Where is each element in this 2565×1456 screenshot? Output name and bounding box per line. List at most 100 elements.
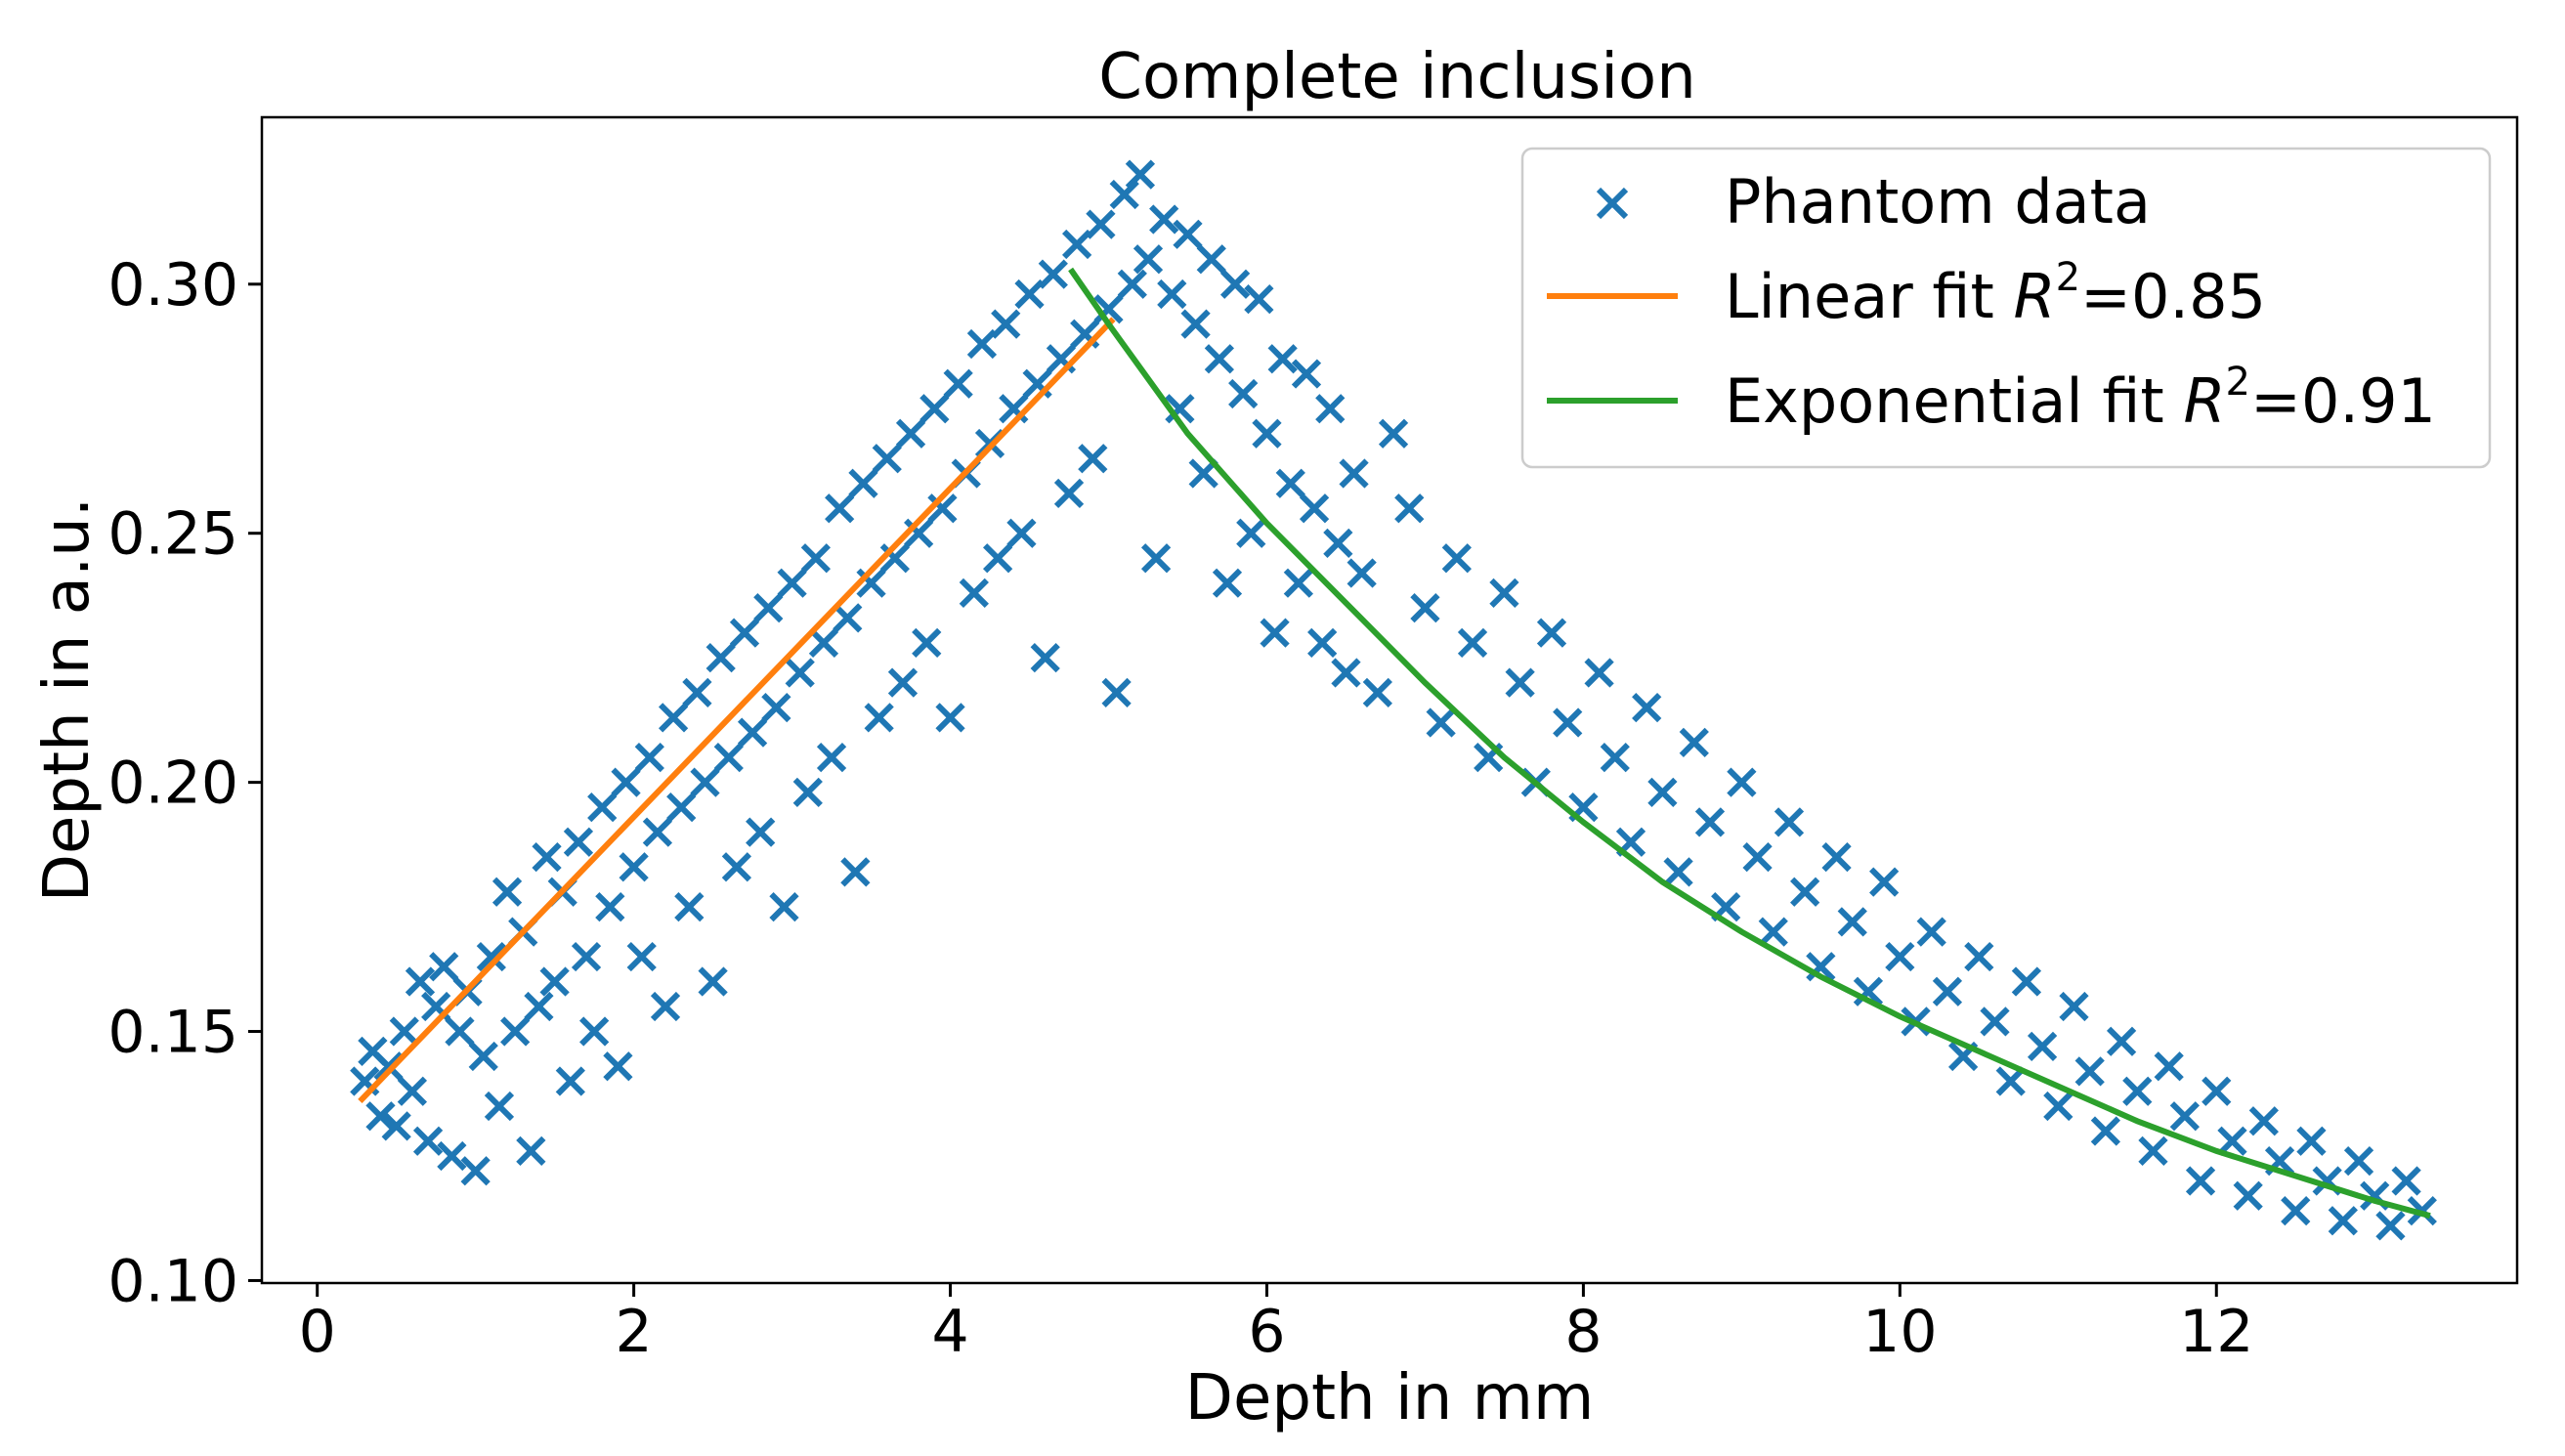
data-point (2122, 1076, 2153, 1106)
data-point (919, 394, 950, 424)
x-tick-label: 0 (299, 1298, 336, 1366)
legend-label-linear-text: Linear fit (1725, 261, 1994, 332)
data-point (1117, 269, 1147, 299)
data-point (2027, 1031, 2058, 1061)
data-point (2202, 1076, 2232, 1106)
data-point (1006, 518, 1037, 548)
plot-frame (260, 115, 2519, 1285)
data-point (1291, 359, 1322, 389)
data-point (397, 1076, 427, 1106)
data-point (619, 852, 649, 882)
legend-r-symbol: R (2013, 261, 2055, 332)
data-point (1647, 777, 1678, 807)
legend-box (1520, 147, 2492, 469)
data-point (1053, 478, 1085, 509)
data-point (1260, 618, 1290, 648)
data-point (1323, 528, 1353, 559)
legend-label-exponential: Exponential fit R2=0.91 (1725, 360, 2436, 437)
data-point (1275, 468, 1305, 498)
y-tick-label: 0.10 (107, 1247, 238, 1315)
data-point (2154, 1051, 2184, 1082)
x-axis-label: Depth in mm (1185, 1362, 1595, 1435)
scatter-series (350, 159, 2437, 1241)
data-point (999, 394, 1029, 424)
data-point (674, 891, 705, 922)
data-point (840, 857, 871, 887)
data-point (983, 543, 1013, 574)
data-point (792, 777, 823, 807)
data-point (1441, 543, 1472, 574)
data-point (935, 703, 965, 733)
data-point (800, 543, 831, 574)
data-point (516, 1135, 546, 1167)
data-point (833, 603, 863, 633)
data-point (1853, 976, 1884, 1006)
data-point (1505, 667, 1535, 698)
data-point (611, 767, 641, 797)
fit-lines (358, 267, 2431, 1220)
data-point (2217, 1126, 2247, 1156)
data-point (1394, 493, 1425, 524)
data-point (365, 1101, 396, 1132)
data-point (1180, 309, 1211, 339)
data-point (1932, 976, 1963, 1006)
data-point (2185, 1166, 2216, 1196)
data-point (1212, 568, 1243, 598)
legend-r-symbol-2: R (2183, 365, 2225, 437)
data-point (705, 643, 736, 673)
data-point (991, 309, 1021, 339)
data-point (1014, 278, 1045, 310)
data-point (524, 991, 554, 1022)
data-point (856, 568, 886, 598)
y-tick-label: 0.30 (107, 251, 238, 320)
data-point (500, 1016, 531, 1047)
data-point (1101, 677, 1132, 707)
data-point (1885, 941, 1915, 972)
y-axis: 0.10 0.15 0.20 0.25 0.30 (107, 251, 262, 1315)
data-point (690, 767, 720, 797)
data-point (658, 703, 689, 733)
legend-superscript: 2 (2056, 255, 2080, 300)
data-point (816, 743, 847, 773)
data-point (1632, 693, 1662, 723)
data-point (1236, 518, 1266, 548)
data-point (864, 703, 894, 733)
data-point (2375, 1211, 2406, 1241)
legend-entry-linear: Linear fit R2=0.85 (1547, 255, 2266, 332)
data-point (1086, 209, 1116, 239)
data-point (729, 618, 760, 648)
exponential-fit-line (1068, 267, 2431, 1220)
data-point (555, 1066, 585, 1096)
data-point (650, 991, 681, 1022)
data-point (1196, 244, 1226, 275)
legend-entry-phantom: Phantom data (1596, 166, 2151, 237)
data-point (2328, 1206, 2358, 1236)
data-point (492, 877, 523, 907)
legend-label-phantom: Phantom data (1725, 166, 2151, 237)
data-point (1204, 344, 1235, 374)
data-point (1694, 807, 1726, 837)
data-point (642, 817, 673, 847)
data-point (412, 1126, 444, 1156)
data-point (571, 941, 602, 972)
data-point (1157, 278, 1187, 310)
data-point (1679, 727, 1709, 757)
data-point (1600, 743, 1630, 773)
x-tick-label: 4 (931, 1298, 968, 1366)
data-point (1307, 627, 1338, 658)
data-point (603, 1051, 633, 1082)
data-point (959, 578, 989, 609)
data-point (1267, 344, 1298, 374)
data-point (437, 1140, 467, 1172)
legend: Phantom data Linear fit R2=0.85 Exponent… (1520, 147, 2492, 469)
data-point (2248, 1106, 2279, 1136)
data-point (1149, 204, 1179, 235)
data-point (1964, 941, 1994, 972)
data-point (721, 852, 752, 882)
data-point (1774, 807, 1805, 837)
data-point (2281, 1195, 2311, 1226)
data-point (1426, 707, 1456, 738)
data-point (1995, 1066, 2026, 1096)
data-point (1790, 877, 1820, 907)
x-tick-label: 10 (1862, 1298, 1937, 1366)
